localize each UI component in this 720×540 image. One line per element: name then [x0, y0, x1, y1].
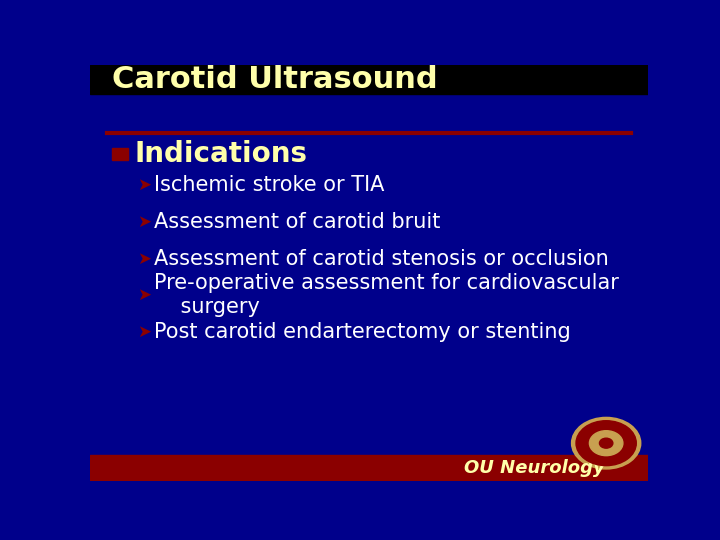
Bar — [112, 148, 128, 160]
Text: Pre-operative assessment for cardiovascular
    surgery: Pre-operative assessment for cardiovascu… — [154, 273, 619, 317]
Bar — [90, 65, 648, 94]
Circle shape — [576, 421, 636, 465]
Text: Ischemic stroke or TIA: Ischemic stroke or TIA — [154, 176, 384, 195]
Text: Indications: Indications — [135, 140, 307, 168]
Text: ➤: ➤ — [138, 213, 151, 231]
Circle shape — [590, 431, 623, 456]
Bar — [90, 455, 648, 481]
Circle shape — [572, 417, 641, 469]
Text: ➤: ➤ — [138, 177, 151, 194]
Text: Post carotid endarterectomy or stenting: Post carotid endarterectomy or stenting — [154, 322, 571, 342]
Text: ➤: ➤ — [138, 249, 151, 267]
Text: Carotid Ultrasound: Carotid Ultrasound — [112, 65, 438, 94]
Text: OU Neurology: OU Neurology — [464, 458, 605, 477]
Text: Assessment of carotid bruit: Assessment of carotid bruit — [154, 212, 441, 232]
Text: Assessment of carotid stenosis or occlusion: Assessment of carotid stenosis or occlus… — [154, 248, 609, 268]
Text: ➤: ➤ — [138, 286, 151, 304]
Circle shape — [600, 438, 613, 448]
Text: ➤: ➤ — [138, 323, 151, 341]
